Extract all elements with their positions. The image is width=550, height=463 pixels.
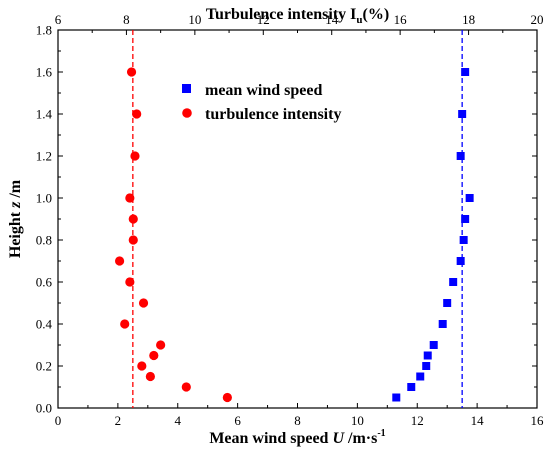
x2-axis-title: Turbulence intensity Iu(%) bbox=[206, 6, 389, 26]
x-tick-label: 10 bbox=[351, 413, 364, 428]
y-tick-label: 1.6 bbox=[36, 65, 53, 80]
wind-speed-point bbox=[392, 393, 401, 402]
wind-speed-point bbox=[416, 372, 425, 381]
x-tick-label: 8 bbox=[294, 413, 301, 428]
x-tick-label: 0 bbox=[55, 413, 62, 428]
legend: mean wind speed turbulence intensity bbox=[182, 82, 341, 123]
wind-speed-point bbox=[465, 194, 474, 202]
turbulence-point bbox=[137, 361, 147, 371]
turbulence-point bbox=[145, 371, 155, 382]
y-tick-label: 0.8 bbox=[36, 233, 52, 248]
y-tick-label: 0.0 bbox=[36, 401, 52, 416]
turbulence-point bbox=[130, 151, 140, 161]
y-tick-label: 1.8 bbox=[36, 23, 52, 38]
x2-tick-label: 12 bbox=[257, 12, 270, 27]
wind-speed-point bbox=[461, 215, 470, 223]
wind-speed-point bbox=[461, 68, 470, 76]
x-axis-title: Mean wind speed U /m·s-1 bbox=[209, 428, 385, 447]
x2-tick-label: 18 bbox=[462, 12, 475, 27]
y-tick-label: 1.4 bbox=[36, 107, 53, 122]
x2-tick-label: 20 bbox=[531, 12, 544, 27]
x-tick-label: 14 bbox=[471, 413, 485, 428]
x2-tick-label: 8 bbox=[123, 12, 130, 27]
wind-speed-point bbox=[423, 351, 432, 360]
turbulence-point bbox=[222, 392, 232, 403]
wind-speed-point bbox=[449, 278, 458, 286]
turbulence-point bbox=[126, 67, 137, 77]
turbulence-point bbox=[125, 277, 135, 287]
wind-speed-point bbox=[456, 257, 465, 265]
turbulence-point bbox=[181, 382, 191, 392]
y-tick-label: 0.6 bbox=[36, 275, 53, 290]
wind-speed-point bbox=[429, 341, 438, 349]
data-marks bbox=[114, 67, 474, 403]
x-tick-label: 4 bbox=[175, 413, 182, 428]
turbulence-point bbox=[149, 350, 159, 361]
x2-tick-label: 6 bbox=[55, 12, 62, 27]
y-tick-label: 1.2 bbox=[36, 149, 52, 164]
wind-speed-point bbox=[438, 320, 447, 328]
plot-axes: 0 2 4 6 8 10 12 14 16 6 8 10 12 14 16 18 20 0.0 0.2 0.4 0.6 0… bbox=[36, 12, 544, 428]
legend-turbulence-label: turbulence intensity bbox=[205, 106, 341, 123]
wind-speed-point bbox=[458, 110, 467, 118]
wind-speed-point bbox=[459, 236, 468, 244]
y-tick-label: 0.2 bbox=[36, 359, 52, 374]
reference-lines bbox=[132, 30, 463, 408]
x2-tick-label: 10 bbox=[188, 12, 201, 27]
x2-tick-label: 16 bbox=[394, 12, 408, 27]
x-tick-label: 6 bbox=[234, 413, 241, 428]
wind-speed-point bbox=[443, 299, 452, 307]
y-tick-label: 1.0 bbox=[36, 191, 52, 206]
turbulence-point bbox=[120, 319, 130, 329]
legend-wind-speed-marker bbox=[182, 84, 191, 93]
legend-wind-speed-label: mean wind speed bbox=[205, 82, 322, 99]
axis-titles: Mean wind speed U /m·s-1 Turbulence inten… bbox=[7, 6, 389, 447]
x-tick-label: 2 bbox=[115, 413, 122, 428]
turbulence-point bbox=[128, 235, 138, 245]
x2-tick-label: 14 bbox=[325, 12, 339, 27]
y-tick-label: 0.4 bbox=[36, 317, 53, 332]
turbulence-point bbox=[138, 298, 149, 308]
wind-speed-point bbox=[422, 362, 431, 370]
x-tick-label: 16 bbox=[531, 413, 545, 428]
turbulence-point bbox=[128, 214, 138, 224]
y-axis-title: Height z /m bbox=[7, 179, 24, 258]
turbulence-point bbox=[125, 193, 135, 203]
turbulence-point bbox=[156, 340, 166, 350]
x-tick-label: 12 bbox=[411, 413, 424, 428]
wind-speed-point bbox=[456, 152, 465, 160]
turbulence-point bbox=[132, 109, 142, 119]
wind-speed-point bbox=[407, 383, 416, 391]
turbulence-point bbox=[114, 256, 125, 266]
legend-turbulence-marker bbox=[182, 108, 192, 118]
